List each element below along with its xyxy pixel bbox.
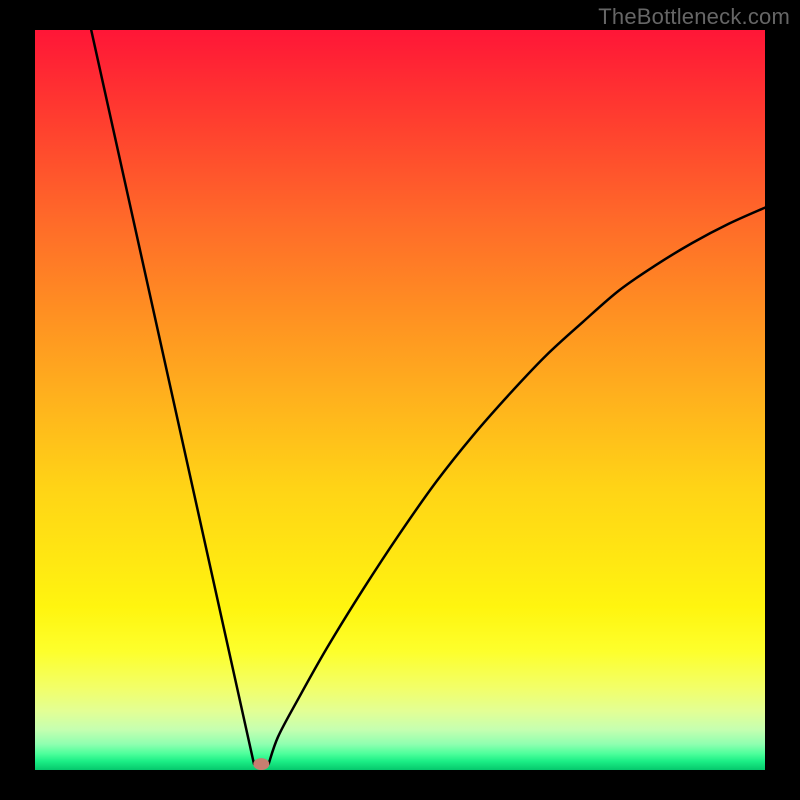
chart-stage: TheBottleneck.com: [0, 0, 800, 800]
optimum-marker: [253, 758, 269, 770]
plot-area: [35, 30, 765, 770]
watermark-text: TheBottleneck.com: [598, 4, 790, 30]
chart-svg: [0, 0, 800, 800]
